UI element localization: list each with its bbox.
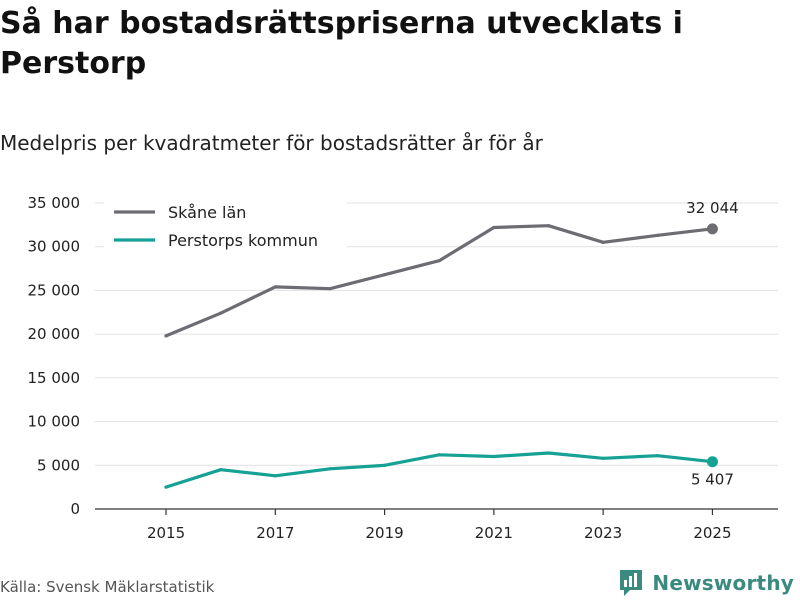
end-value-label: 5 407	[691, 471, 734, 489]
data-point	[437, 259, 441, 263]
x-tick-label: 2015	[147, 524, 185, 542]
x-tick-label: 2023	[584, 524, 622, 542]
data-point	[492, 225, 496, 230]
data-point	[382, 463, 387, 467]
data-point	[546, 224, 551, 228]
end-marker	[706, 223, 718, 235]
x-tick-label: 2025	[693, 524, 731, 542]
chart-title: Så har bostadsrättspriserna utvecklats i…	[0, 6, 683, 81]
data-point	[328, 467, 332, 471]
legend-label: Skåne län	[168, 203, 246, 222]
data-point	[273, 285, 277, 289]
y-tick-label: 20 000	[28, 325, 81, 343]
y-tick-label: 30 000	[28, 238, 81, 256]
data-point	[656, 233, 660, 237]
y-tick-label: 0	[70, 500, 80, 518]
y-tick-label: 35 000	[28, 194, 81, 212]
data-point	[382, 273, 387, 277]
data-point	[601, 240, 605, 244]
chart-subtitle: Medelpris per kvadratmeter för bostadsrä…	[0, 131, 543, 155]
legend: Skåne län Perstorps kommun	[104, 197, 347, 255]
data-point	[219, 468, 223, 472]
x-tick-label: 2019	[365, 524, 403, 542]
data-point	[273, 474, 277, 478]
newsworthy-logo-icon	[620, 570, 643, 596]
x-tick-label: 2021	[475, 524, 513, 542]
legend-background	[104, 197, 347, 255]
data-point	[601, 456, 605, 460]
data-point	[492, 454, 496, 459]
brand-logo: Newsworthy	[618, 568, 794, 598]
data-point	[219, 311, 223, 315]
series-lines: 32 044 5 407	[164, 199, 739, 489]
data-point	[164, 334, 168, 338]
y-tick-label: 10 000	[28, 413, 81, 431]
end-value-label: 32 044	[686, 199, 739, 217]
end-marker	[706, 456, 718, 468]
data-point	[656, 454, 660, 458]
axes: 0 5 000 10 000 15 000 20 000 25 000 30 000 35 0…	[28, 194, 778, 542]
y-tick-label: 25 000	[28, 281, 81, 299]
y-tick-label: 5 000	[37, 456, 80, 474]
data-point	[437, 453, 441, 457]
series-line-1	[164, 451, 715, 489]
x-tick-label: 2017	[256, 524, 294, 542]
source-note: Källa: Svensk Mäklarstatistik	[0, 578, 215, 596]
data-point	[328, 287, 332, 291]
legend-label: Perstorps kommun	[168, 231, 318, 250]
y-tick-label: 15 000	[28, 369, 81, 387]
line-chart: 0 5 000 10 000 15 000 20 000 25 000 30 000 35 0…	[28, 194, 778, 542]
brand-name: Newsworthy	[652, 571, 794, 595]
data-point	[546, 451, 551, 455]
data-point	[164, 485, 168, 489]
